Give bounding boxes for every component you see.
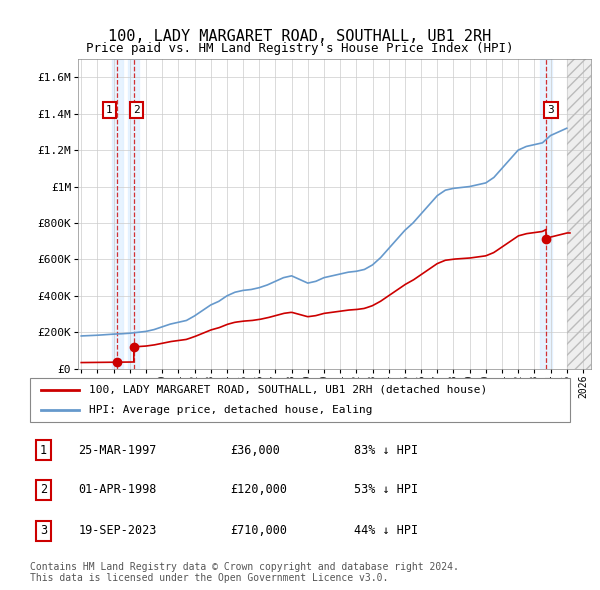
Text: 1: 1: [106, 105, 113, 115]
Text: 44% ↓ HPI: 44% ↓ HPI: [354, 524, 418, 537]
Text: 2: 2: [40, 483, 47, 496]
Text: £710,000: £710,000: [230, 524, 287, 537]
Bar: [112, 59, 123, 369]
Text: £36,000: £36,000: [230, 444, 280, 457]
Text: Contains HM Land Registry data © Crown copyright and database right 2024.
This d: Contains HM Land Registry data © Crown c…: [30, 562, 459, 584]
Text: HPI: Average price, detached house, Ealing: HPI: Average price, detached house, Eali…: [89, 405, 373, 415]
Text: Price paid vs. HM Land Registry's House Price Index (HPI): Price paid vs. HM Land Registry's House …: [86, 42, 514, 55]
Text: 53% ↓ HPI: 53% ↓ HPI: [354, 483, 418, 496]
Text: 1: 1: [40, 444, 47, 457]
Bar: [541, 59, 551, 369]
Text: 100, LADY MARGARET ROAD, SOUTHALL, UB1 2RH (detached house): 100, LADY MARGARET ROAD, SOUTHALL, UB1 2…: [89, 385, 488, 395]
Text: 100, LADY MARGARET ROAD, SOUTHALL, UB1 2RH: 100, LADY MARGARET ROAD, SOUTHALL, UB1 2…: [109, 29, 491, 44]
Text: 83% ↓ HPI: 83% ↓ HPI: [354, 444, 418, 457]
Text: 25-MAR-1997: 25-MAR-1997: [79, 444, 157, 457]
Text: 01-APR-1998: 01-APR-1998: [79, 483, 157, 496]
Bar: [567, 59, 591, 369]
Bar: [567, 59, 591, 369]
Text: 3: 3: [547, 105, 554, 115]
Bar: [128, 59, 139, 369]
Text: 3: 3: [40, 524, 47, 537]
Text: £120,000: £120,000: [230, 483, 287, 496]
Text: 2: 2: [133, 105, 140, 115]
FancyBboxPatch shape: [30, 378, 570, 422]
Text: 19-SEP-2023: 19-SEP-2023: [79, 524, 157, 537]
